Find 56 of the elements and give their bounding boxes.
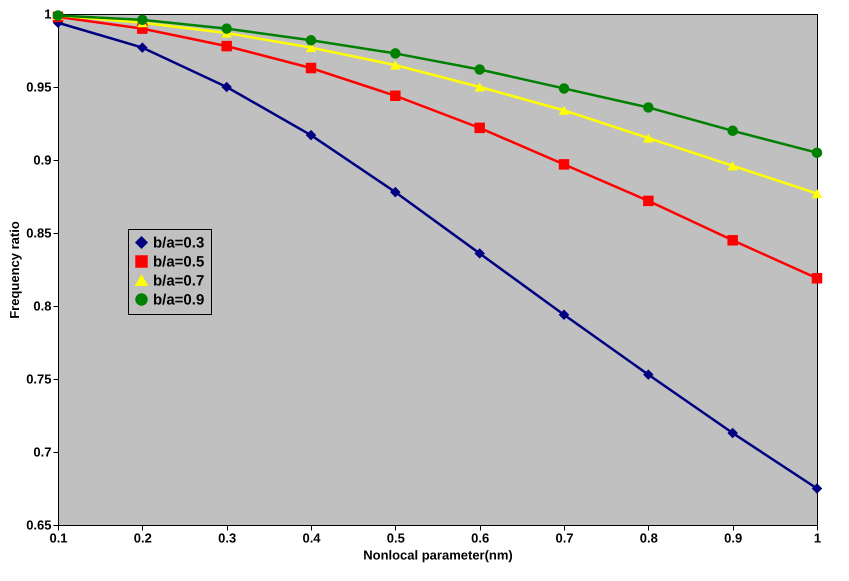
point [727, 235, 738, 246]
point [390, 90, 401, 102]
legend-label: b/a=0.9 [153, 292, 204, 308]
point [558, 159, 570, 170]
x-tick-label: 0.7 [555, 530, 574, 546]
point [643, 369, 654, 380]
point [390, 48, 401, 59]
y-tick-label: 1 [44, 6, 52, 22]
x-tick-label: 0.5 [386, 530, 405, 546]
point [643, 196, 654, 206]
point [474, 122, 485, 134]
point [643, 134, 654, 143]
point [812, 189, 822, 198]
legend-label: b/a=0.3 [153, 234, 204, 252]
x-tick-label: 0.1 [49, 530, 68, 546]
point [812, 273, 822, 284]
point [558, 310, 570, 320]
point [390, 186, 401, 198]
x-tick-label: 0.2 [134, 530, 152, 546]
point [474, 64, 485, 75]
y-tick-label: 0.7 [33, 444, 52, 460]
point [221, 82, 232, 92]
point [306, 35, 316, 46]
y-tick-label: 0.9 [33, 152, 52, 168]
x-tick-label: 0.3 [218, 530, 236, 546]
y-tick-label: 0.95 [26, 80, 52, 94]
point [474, 248, 485, 259]
y-tick-label: 0.8 [33, 298, 52, 314]
y-tick-label: 0.65 [26, 518, 52, 532]
point [137, 42, 148, 53]
x-tick-label: 0.9 [724, 530, 742, 546]
x-axis-title: Nonlocal parameter(nm) [363, 548, 513, 562]
y-axis-title: Frequency ratio [7, 221, 22, 319]
y-tick-label: 0.85 [26, 226, 52, 240]
point [727, 428, 738, 438]
legend-label: b/a=0.7 [153, 272, 204, 290]
point [306, 62, 316, 74]
point [643, 102, 654, 113]
legend-label: b/a=0.5 [153, 254, 204, 270]
x-tick-label: 1 [814, 530, 822, 546]
point [558, 83, 570, 94]
y-tick-label: 0.75 [26, 372, 52, 386]
point [221, 23, 232, 34]
point [727, 126, 738, 136]
point [306, 130, 316, 140]
x-tick-label: 0.4 [302, 530, 322, 546]
x-tick-label: 0.8 [640, 530, 658, 546]
point [812, 483, 822, 494]
point [221, 40, 232, 52]
point [137, 14, 148, 26]
point [390, 60, 401, 70]
x-tick-label: 0.6 [471, 530, 490, 546]
point [727, 161, 738, 170]
point [474, 82, 485, 92]
point [812, 147, 822, 158]
point [558, 106, 570, 115]
